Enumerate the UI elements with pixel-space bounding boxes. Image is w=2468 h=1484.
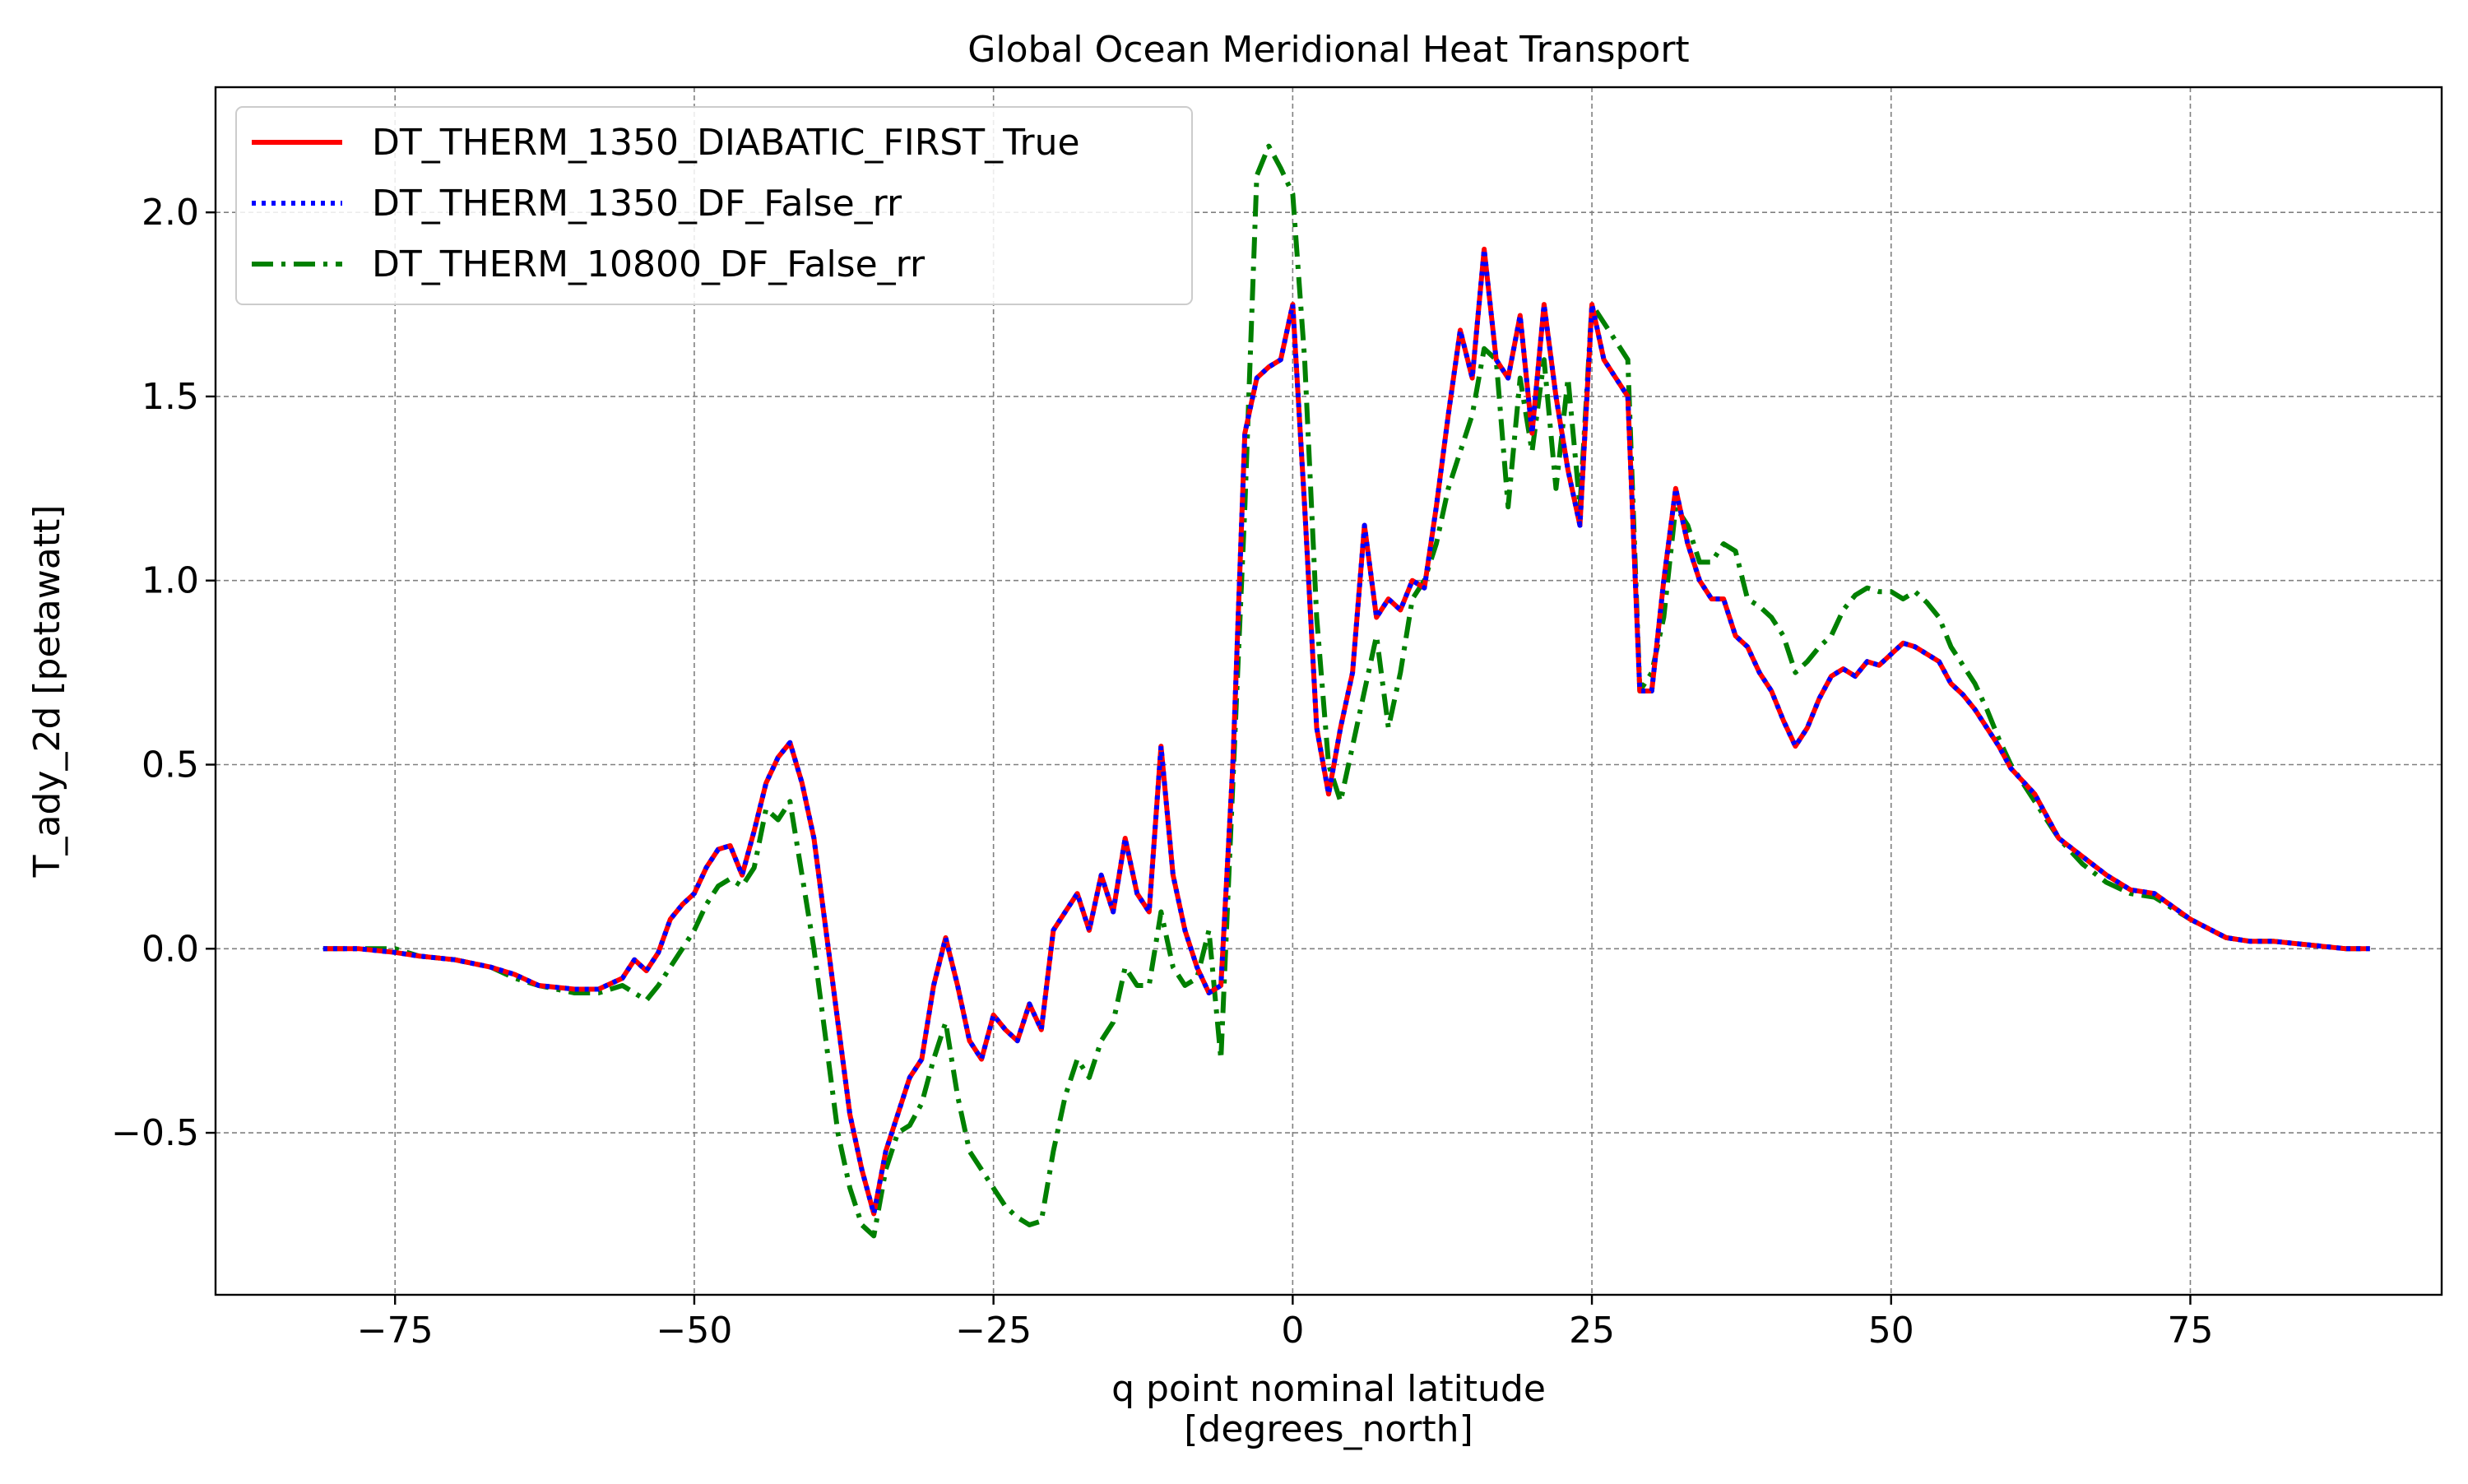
- series-layer: [322, 143, 2370, 1239]
- y-axis-label: T_ady_2d [petawatt]: [26, 505, 68, 879]
- y-tick-label: −0.5: [111, 1112, 199, 1154]
- legend-label-10800-df-false: DT_THERM_10800_DF_False_rr: [372, 243, 926, 285]
- chart-title: Global Ocean Meridional Heat Transport: [967, 29, 1689, 71]
- x-axis-units: [degrees_north]: [1184, 1408, 1473, 1450]
- y-tick-label: 0.5: [141, 744, 199, 786]
- x-tick-label: 50: [1868, 1310, 1914, 1352]
- x-tick-label: 25: [1569, 1310, 1615, 1352]
- x-axis-label: q point nominal latitude: [1111, 1368, 1546, 1410]
- series-line-1: [322, 246, 2370, 1217]
- x-tick-label: −50: [656, 1310, 733, 1352]
- tick-layer: −75 −50 −25 0 25 50 75 −0.5 0.0 0.5 1.0 1.5 2.0: [111, 192, 2213, 1352]
- x-tick-label: 0: [1281, 1310, 1304, 1352]
- legend-label-1350-df-false: DT_THERM_1350_DF_False_rr: [372, 183, 902, 225]
- x-tick-label: −25: [955, 1310, 1032, 1352]
- y-tick-label: 1.0: [141, 560, 199, 602]
- legend-label-1350-diabatic-first-true: DT_THERM_1350_DIABATIC_FIRST_True: [372, 122, 1080, 164]
- legend: DT_THERM_1350_DIABATIC_FIRST_True DT_THE…: [235, 106, 1193, 305]
- x-tick-label: −75: [357, 1310, 434, 1352]
- series-line-2: [322, 143, 2370, 1239]
- y-tick-label: 2.0: [141, 192, 199, 234]
- plot-frame: [214, 86, 2443, 1296]
- y-tick-label: 0.0: [141, 928, 199, 970]
- legend-box: [235, 106, 1193, 305]
- y-tick-label: 1.5: [141, 376, 199, 418]
- x-tick-label: 75: [2167, 1310, 2213, 1352]
